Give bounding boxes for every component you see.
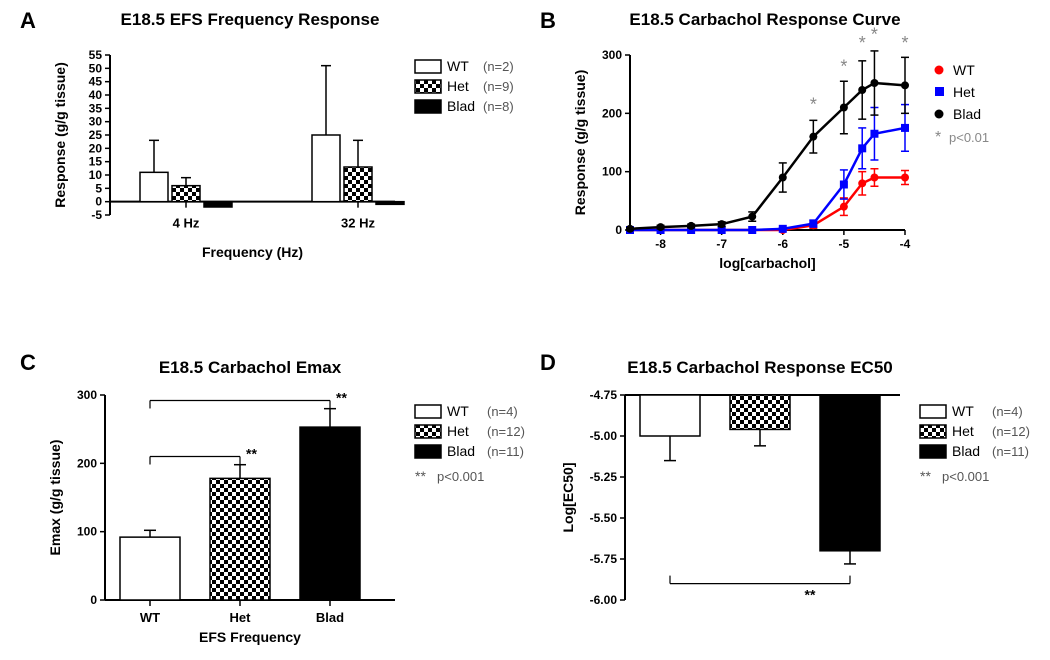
svg-text:**: ** [805, 587, 816, 603]
svg-text:p<0.001: p<0.001 [942, 469, 989, 484]
svg-text:(n=4): (n=4) [992, 404, 1023, 419]
figure-root: { "panelA":{ "label":"A", "title":"E18.5… [0, 0, 1050, 657]
svg-text:WT: WT [952, 403, 974, 419]
svg-text:-4.75: -4.75 [590, 388, 618, 402]
svg-text:-5.50: -5.50 [590, 511, 618, 525]
svg-text:**: ** [920, 468, 931, 484]
svg-text:-5.25: -5.25 [590, 470, 618, 484]
svg-text:-6.00: -6.00 [590, 593, 618, 607]
panel-d-chart: -6.00 -5.75 -5.50 -5.25 -5.00 -4.75 Log[EC50] *… [0, 0, 1050, 660]
svg-text:Blad: Blad [952, 443, 980, 459]
svg-text:(n=12): (n=12) [992, 424, 1030, 439]
svg-text:-5.00: -5.00 [590, 429, 618, 443]
svg-text:Het: Het [952, 423, 974, 439]
svg-text:Log[EC50]: Log[EC50] [560, 463, 576, 533]
svg-text:-5.75: -5.75 [590, 552, 618, 566]
svg-text:(n=11): (n=11) [992, 444, 1029, 459]
